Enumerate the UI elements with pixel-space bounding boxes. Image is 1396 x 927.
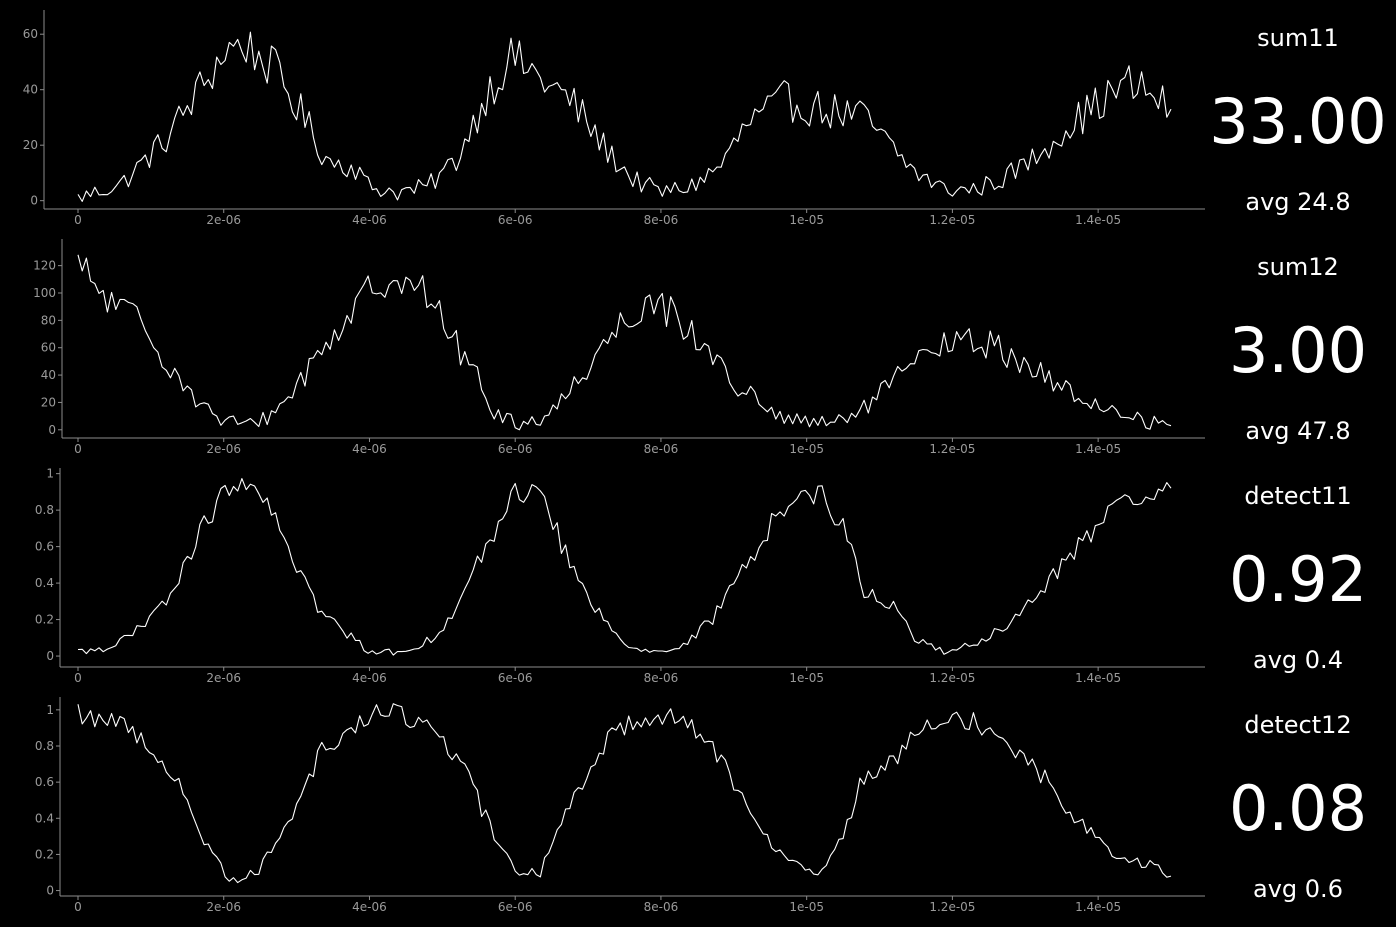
average-value: avg 0.6 [1253, 875, 1343, 903]
x-tick-label: 1.4e-05 [1075, 213, 1121, 227]
series-line-sum12 [77, 254, 1172, 431]
y-tick-label: 40 [23, 83, 38, 97]
series-line-detect12 [77, 703, 1172, 884]
average-value: avg 47.8 [1245, 417, 1351, 445]
x-tick-label: 1.4e-05 [1075, 671, 1121, 685]
x-tick-label: 6e-06 [498, 213, 533, 227]
x-tick-label: 1.2e-05 [929, 442, 975, 456]
current-value: 33.00 [1209, 85, 1387, 158]
x-tick-label: 8e-06 [644, 213, 679, 227]
y-tick-label: 0 [46, 884, 54, 898]
x-tick-label: 8e-06 [644, 671, 679, 685]
x-tick-label: 1e-05 [789, 442, 824, 456]
x-tick-label: 1.4e-05 [1075, 900, 1121, 914]
x-tick-label: 8e-06 [644, 442, 679, 456]
series-line-sum11 [77, 31, 1172, 202]
y-tick-label: 0.4 [35, 576, 54, 590]
series-name: detect11 [1244, 482, 1352, 510]
current-value: 0.08 [1228, 772, 1368, 845]
current-value: 0.92 [1228, 543, 1368, 616]
series-name: sum12 [1257, 253, 1339, 281]
y-tick-label: 1 [46, 467, 54, 481]
average-value: avg 24.8 [1245, 188, 1351, 216]
x-tick-label: 1.4e-05 [1075, 442, 1121, 456]
x-tick-label: 2e-06 [206, 213, 241, 227]
y-tick-label: 120 [33, 259, 56, 273]
y-tick-label: 20 [23, 138, 38, 152]
x-tick-label: 0 [74, 900, 82, 914]
x-tick-label: 8e-06 [644, 900, 679, 914]
y-tick-label: 60 [23, 27, 38, 41]
stacked-line-plots: 0 2e-06 4e-06 6e-06 8e-06 1e-05 1.2e-05 1.4e-05… [23, 10, 1205, 914]
x-tick-label: 6e-06 [498, 442, 533, 456]
x-tick-label: 4e-06 [352, 442, 387, 456]
y-tick-label: 0.2 [35, 613, 54, 627]
plot-sum11: 0 2e-06 4e-06 6e-06 8e-06 1e-05 1.2e-05 1.4e-05… [23, 10, 1205, 227]
x-tick-label: 1e-05 [789, 213, 824, 227]
x-tick-label: 0 [74, 213, 82, 227]
plot-detect11: 0 2e-06 4e-06 6e-06 8e-06 1e-05 1.2e-05 1.4e-05… [35, 467, 1205, 685]
y-tick-label: 20 [41, 395, 56, 409]
series-name: detect12 [1244, 711, 1352, 739]
x-tick-label: 2e-06 [206, 442, 241, 456]
x-tick-label: 1.2e-05 [929, 213, 975, 227]
readout-sum11: sum11 33.00 avg 24.8 [1200, 0, 1396, 229]
y-tick-label: 0.6 [35, 775, 54, 789]
y-tick-label: 1 [46, 703, 54, 717]
average-value: avg 0.4 [1253, 646, 1343, 674]
readout-sum12: sum12 3.00 avg 47.8 [1200, 229, 1396, 458]
y-tick-label: 60 [41, 341, 56, 355]
x-tick-label: 0 [74, 442, 82, 456]
x-tick-label: 6e-06 [498, 671, 533, 685]
y-tick-label: 0.4 [35, 811, 54, 825]
readout-detect12: detect12 0.08 avg 0.6 [1200, 687, 1396, 916]
x-tick-label: 0 [74, 671, 82, 685]
y-tick-label: 0.6 [35, 540, 54, 554]
y-tick-label: 0.2 [35, 847, 54, 861]
x-tick-label: 1.2e-05 [929, 900, 975, 914]
x-tick-label: 1e-05 [789, 671, 824, 685]
y-tick-label: 0 [46, 649, 54, 663]
x-tick-label: 4e-06 [352, 213, 387, 227]
readout-detect11: detect11 0.92 avg 0.4 [1200, 458, 1396, 687]
series-line-detect11 [77, 478, 1172, 656]
x-tick-label: 1.2e-05 [929, 671, 975, 685]
plot-sum12: 0 2e-06 4e-06 6e-06 8e-06 1e-05 1.2e-05 1.4e-05… [33, 239, 1205, 456]
y-tick-label: 0.8 [35, 739, 54, 753]
y-tick-label: 80 [41, 313, 56, 327]
y-tick-label: 0 [48, 423, 56, 437]
plot-detect12: 0 2e-06 4e-06 6e-06 8e-06 1e-05 1.2e-05 1.4e-05… [35, 697, 1205, 914]
x-tick-label: 6e-06 [498, 900, 533, 914]
x-tick-label: 4e-06 [352, 671, 387, 685]
x-tick-label: 1e-05 [789, 900, 824, 914]
current-value: 3.00 [1228, 314, 1368, 387]
x-tick-label: 2e-06 [206, 671, 241, 685]
x-tick-label: 2e-06 [206, 900, 241, 914]
x-tick-label: 4e-06 [352, 900, 387, 914]
y-tick-label: 100 [33, 286, 56, 300]
y-tick-label: 40 [41, 368, 56, 382]
series-name: sum11 [1257, 24, 1339, 52]
y-tick-label: 0.8 [35, 503, 54, 517]
y-tick-label: 0 [30, 194, 38, 208]
